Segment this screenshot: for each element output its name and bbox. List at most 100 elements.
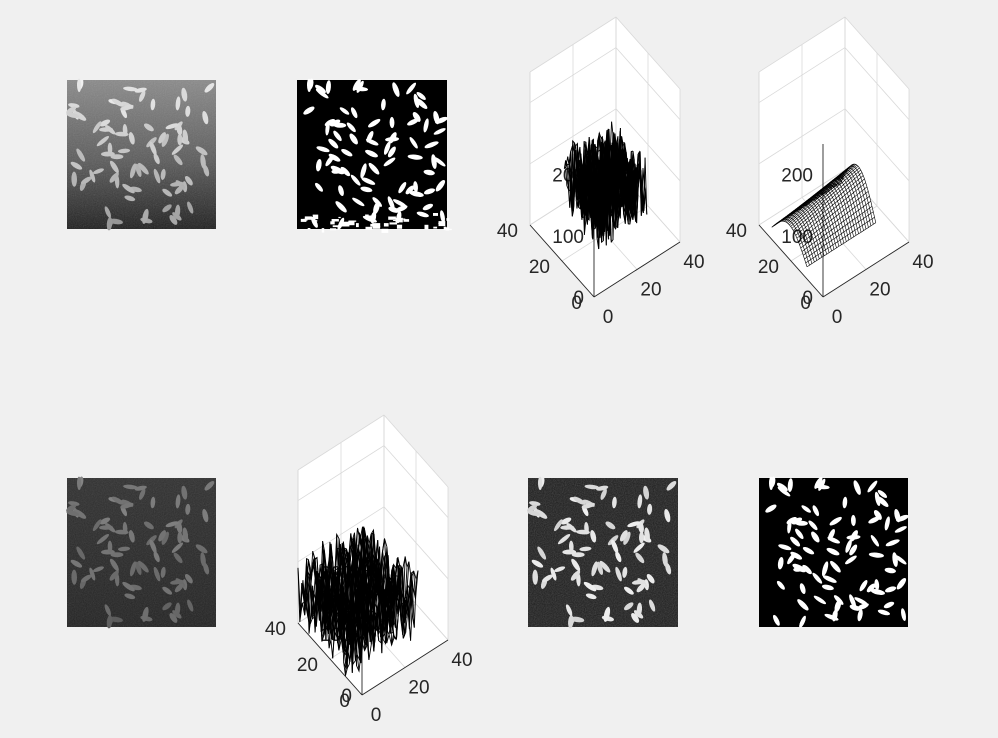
- rice-grain: [176, 521, 183, 534]
- axis-line: [529, 224, 595, 298]
- rice-grain: [109, 558, 119, 572]
- rice-grain: [623, 602, 634, 611]
- rice-grain: [381, 98, 386, 111]
- z-tick-label: 200: [781, 166, 813, 187]
- surface-mesh-line: [810, 188, 847, 242]
- rice-grain: [171, 144, 184, 155]
- rice-grain: [92, 121, 102, 134]
- surface-mesh-line: [366, 532, 419, 628]
- rice-grain: [66, 112, 79, 119]
- grid-line: [529, 108, 617, 165]
- rice-grain: [182, 129, 189, 145]
- rice-grain: [99, 119, 111, 127]
- rice-grain: [383, 157, 396, 167]
- rice-grain: [877, 609, 890, 616]
- rice-grain: [571, 552, 585, 558]
- rice-grain: [170, 579, 184, 585]
- rice-grain: [330, 165, 345, 175]
- grid-line: [383, 414, 449, 488]
- surface-mesh-line: [302, 557, 355, 673]
- rice-grain: [791, 517, 803, 525]
- rice-grain: [365, 149, 378, 158]
- grid-line: [844, 108, 910, 182]
- rice-grain: [584, 484, 600, 490]
- rice-grain: [568, 615, 574, 629]
- y-tick-label: 40: [497, 221, 518, 242]
- rice-grain: [389, 116, 395, 129]
- rice-grain: [175, 96, 181, 111]
- rice-grain: [870, 535, 880, 547]
- grid-line: [758, 108, 846, 165]
- image-noise: [528, 478, 678, 627]
- threshold-noise: [438, 221, 446, 227]
- rice-grain: [187, 599, 194, 612]
- rice-grain: [424, 141, 439, 149]
- rice-grain: [636, 583, 646, 593]
- threshold-noise: [330, 228, 337, 231]
- rice-grain: [534, 509, 548, 519]
- rice-grain: [315, 158, 322, 172]
- rice-grain: [303, 106, 315, 115]
- rice-grain: [372, 197, 382, 207]
- rice-grain: [778, 544, 792, 551]
- rice-grain: [153, 168, 161, 184]
- surface-mesh-line: [798, 198, 835, 250]
- rice-grain: [99, 127, 114, 132]
- rice-grain: [349, 133, 358, 145]
- panel-image-original: [66, 78, 216, 231]
- x-tick-label: 0: [832, 307, 843, 328]
- rice-grain: [139, 488, 146, 500]
- rice-grain: [162, 602, 172, 611]
- rice-grain: [765, 504, 777, 513]
- rice-grain: [648, 599, 656, 612]
- rice-grain: [892, 552, 898, 567]
- x-tick-label: 40: [912, 252, 933, 273]
- threshold-noise: [331, 219, 339, 222]
- rice-grains: [527, 476, 677, 629]
- surface-mesh-line: [788, 206, 825, 256]
- rice-grain: [631, 612, 640, 623]
- rice-grain: [120, 502, 134, 509]
- rice-grain: [124, 195, 136, 202]
- rice-grain: [109, 218, 123, 225]
- surface-mesh-line: [803, 194, 840, 247]
- rice-grain: [570, 616, 585, 623]
- rice-grain: [884, 516, 890, 531]
- surface-mesh-line: [786, 208, 822, 258]
- rice-grain: [573, 496, 586, 505]
- rice-grain: [584, 522, 589, 535]
- rice-grains: [300, 78, 452, 233]
- rice-grain: [662, 552, 668, 567]
- rice-grain: [129, 561, 137, 577]
- rice-grain: [826, 547, 840, 556]
- rice-grain: [581, 502, 595, 509]
- threshold-noise: [381, 228, 389, 233]
- rice-grain: [874, 579, 880, 591]
- rice-grain: [99, 525, 114, 530]
- rice-grain: [845, 555, 857, 565]
- rice-grain: [787, 519, 792, 534]
- rice-grain: [200, 154, 206, 169]
- rice-grain: [787, 478, 793, 492]
- x-tick-label: 40: [683, 252, 704, 273]
- rice-grain: [579, 546, 592, 552]
- left-pane: [759, 72, 823, 297]
- y-tick-label: 20: [297, 655, 318, 676]
- rice-grain: [896, 577, 907, 590]
- rice-grain: [170, 181, 184, 187]
- surface-mesh-line: [830, 171, 867, 230]
- rice-grain: [341, 148, 353, 157]
- rice-grain: [611, 539, 619, 554]
- rice-grain: [81, 176, 92, 185]
- rice-grain: [799, 615, 806, 628]
- threshold-noise: [338, 216, 341, 219]
- rice-grain: [633, 542, 645, 553]
- threshold-noise: [446, 218, 450, 221]
- rice-grain: [638, 521, 644, 534]
- rice-grain: [162, 586, 173, 595]
- rice-grain: [801, 505, 811, 513]
- threshold-noise: [389, 222, 397, 225]
- rice-grain: [565, 604, 573, 616]
- threshold-noise: [342, 221, 350, 227]
